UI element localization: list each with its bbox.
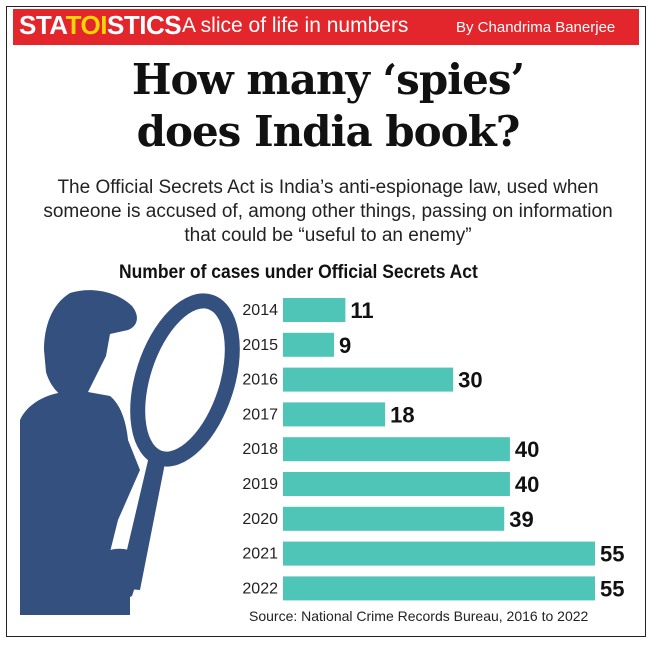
value-label-2016: 30	[458, 368, 482, 393]
tagline: A slice of life in numbers	[182, 14, 409, 37]
page-title: How many ‘spies’ does India book?	[0, 54, 656, 158]
header-banner	[13, 9, 639, 45]
value-label-2014: 11	[350, 298, 373, 323]
silhouette-body	[20, 391, 140, 615]
category-label-2019: 2019	[242, 476, 278, 493]
value-label-2019: 40	[515, 472, 539, 497]
brand-logo: STATOISTICS	[19, 10, 182, 40]
chart-title: Number of cases under Official Secrets A…	[119, 262, 478, 283]
page-title-text: How many ‘spies’ does India book?	[131, 55, 525, 156]
category-label-2021: 2021	[242, 546, 278, 563]
value-label-2017: 18	[390, 402, 414, 427]
value-label-2018: 40	[515, 437, 539, 462]
category-label-2014: 2014	[242, 302, 278, 319]
subtitle: The Official Secrets Act is India’s anti…	[43, 177, 613, 246]
value-label-2021: 55	[600, 542, 624, 567]
category-label-2020: 2020	[242, 511, 278, 528]
spy-silhouette-illustration	[20, 290, 240, 615]
category-label-2016: 2016	[242, 372, 278, 389]
value-label-2015: 9	[339, 333, 351, 358]
category-label-2015: 2015	[242, 337, 278, 354]
bar-2022	[283, 576, 595, 601]
bar-2016	[283, 367, 454, 392]
bars-group: 2014 11 2015 9 2016 30 2017 18 2018 40 2019 40 2020 3…	[242, 298, 624, 601]
value-label-2020: 39	[509, 507, 533, 532]
category-label-2018: 2018	[242, 441, 278, 458]
bar-2017	[283, 402, 386, 427]
category-label-2017: 2017	[242, 406, 278, 423]
category-label-2022: 2022	[242, 580, 278, 597]
bar-2020	[283, 506, 505, 531]
bar-2014	[283, 298, 346, 322]
bar-2018	[283, 437, 510, 462]
bar-2015	[283, 332, 335, 357]
byline: By Chandrima Banerjee	[456, 19, 616, 36]
silhouette-hand	[96, 548, 140, 606]
source-note: Source: National Crime Records Bureau, 2…	[249, 608, 589, 624]
bar-2019	[283, 472, 510, 496]
magnifier-ring	[130, 293, 240, 467]
value-label-2022: 55	[600, 576, 624, 601]
bar-2021	[283, 541, 595, 566]
infographic-frame	[6, 6, 646, 637]
silhouette-head	[44, 290, 137, 400]
